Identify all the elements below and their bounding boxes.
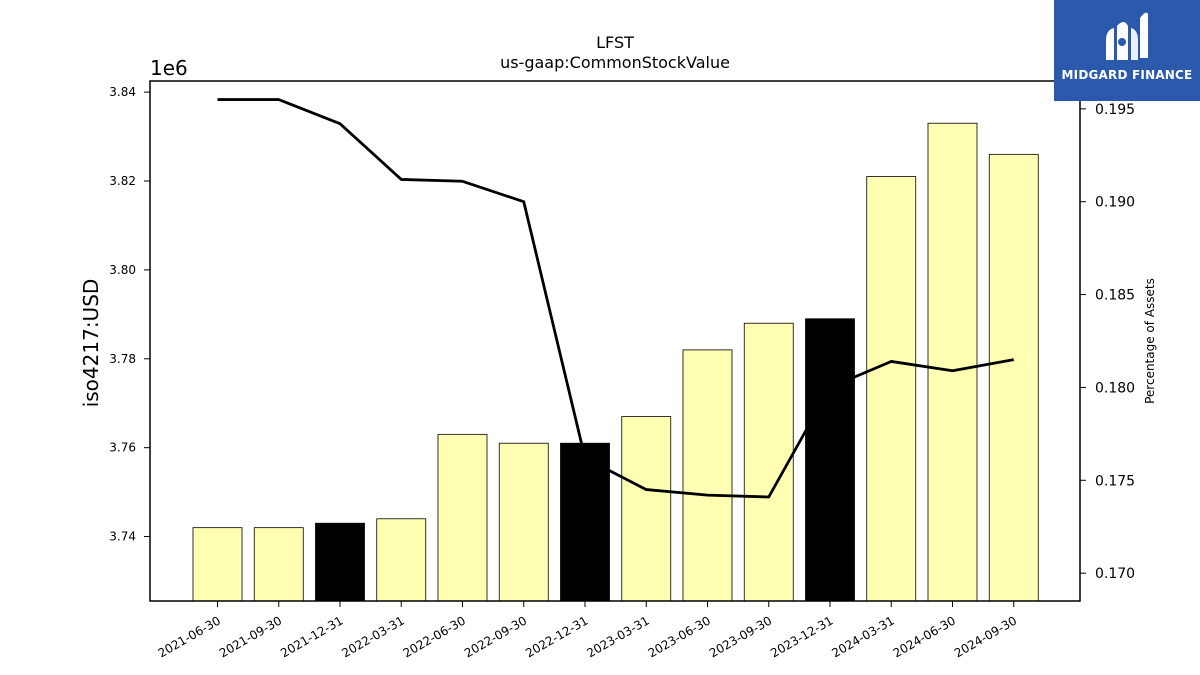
bar-2021-06-30	[192, 527, 243, 602]
bar-2022-12-31	[560, 442, 610, 602]
bar-2022-06-30	[437, 433, 488, 602]
y2-tick-label: 0.170	[1095, 566, 1135, 582]
x-tick-label: 2023-12-31	[768, 613, 835, 660]
y-axis-label: iso4217:USD	[79, 279, 103, 408]
midgard-finance-logo: MIDGARD FINANCE	[1054, 0, 1200, 101]
y-tick-label: 3.78	[109, 352, 136, 366]
y-tick-label: 3.74	[109, 530, 136, 544]
bars-group	[192, 122, 1039, 602]
bar-2021-12-31	[315, 522, 365, 602]
bar-2022-09-30	[498, 442, 549, 602]
x-tick-label: 2021-09-30	[217, 613, 284, 660]
x-tick-label: 2022-12-31	[523, 613, 590, 660]
left-axis: 3.74 3.76 3.78 3.80 3.82 3.84	[109, 85, 150, 544]
bar-2023-06-30	[682, 349, 733, 602]
y2-axis-label: Percentage of Assets	[1143, 278, 1157, 404]
bar-2023-12-31	[805, 318, 855, 602]
y2-tick-label: 0.180	[1095, 380, 1135, 396]
x-tick-label: 2021-12-31	[278, 613, 345, 660]
bar-2024-03-31	[866, 176, 917, 602]
y2-tick-label: 0.195	[1095, 102, 1135, 118]
x-tick-label: 2022-03-31	[339, 613, 406, 660]
y-tick-label: 3.84	[109, 85, 136, 99]
x-tick-label: 2024-06-30	[891, 613, 958, 660]
x-tick-label: 2022-09-30	[462, 613, 529, 660]
bar-2022-03-31	[376, 518, 427, 602]
y2-tick-label: 0.185	[1095, 288, 1135, 304]
y-tick-label: 3.76	[109, 441, 136, 455]
x-tick-label: 2021-06-30	[156, 613, 223, 660]
axes-frame	[149, 80, 1081, 602]
chart-subtitle: us-gaap:CommonStockValue	[500, 53, 730, 72]
line-layer	[217, 98, 1015, 499]
x-tick-label: 2023-09-30	[707, 613, 774, 660]
bar-2024-09-30	[988, 153, 1039, 602]
x-tick-label: 2024-03-31	[829, 613, 896, 660]
x-tick-label: 2023-06-30	[646, 613, 713, 660]
logo-text: MIDGARD FINANCE	[1061, 68, 1193, 82]
x-tick-label: 2024-09-30	[952, 613, 1019, 660]
bar-2021-09-30	[253, 527, 304, 602]
y-offset-text: 1e6	[150, 56, 188, 80]
midgard-logo-icon	[1106, 12, 1148, 60]
x-tick-label: 2022-06-30	[401, 613, 468, 660]
bar-2023-03-31	[621, 416, 672, 602]
y-tick-label: 3.82	[109, 174, 136, 188]
percentage-of-assets-line	[217, 98, 1015, 499]
chart-title: LFST	[596, 33, 634, 52]
bar-2024-06-30	[927, 122, 978, 602]
bar-2023-09-30	[743, 322, 794, 602]
y2-tick-label: 0.175	[1095, 473, 1135, 489]
y2-tick-label: 0.190	[1095, 195, 1135, 211]
x-axis: 2021-06-302021-09-302021-12-312022-03-31…	[156, 601, 1019, 660]
y-tick-label: 3.80	[109, 263, 136, 277]
x-tick-label: 2023-03-31	[584, 613, 651, 660]
right-axis: 0.170 0.175 0.180 0.185 0.190 0.195	[1080, 102, 1135, 582]
